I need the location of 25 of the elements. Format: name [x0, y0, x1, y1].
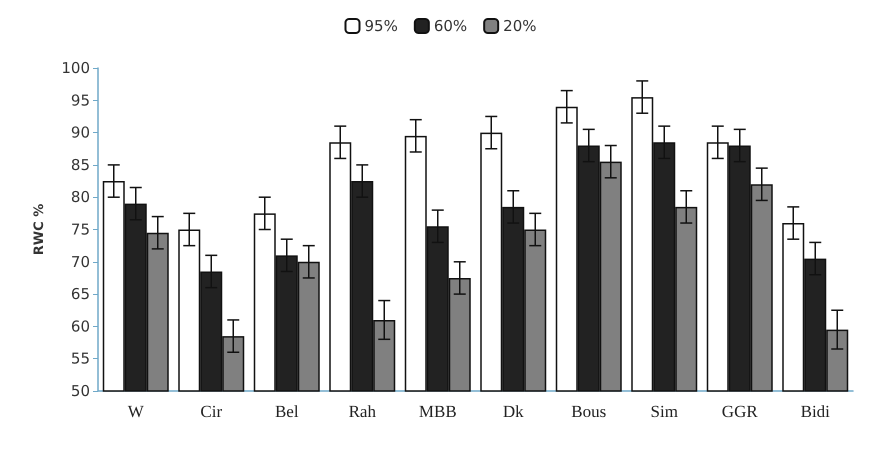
x-tick-label: Bous — [571, 402, 606, 421]
y-tick-label: 70 — [70, 252, 90, 271]
legend-label: 20% — [503, 17, 537, 35]
y-tick-label: 60 — [70, 317, 90, 336]
y-tick-label: 55 — [70, 350, 90, 368]
x-tick-label: Dk — [502, 402, 524, 421]
x-tick-label: Rah — [348, 402, 376, 421]
x-tick-label: W — [128, 402, 145, 421]
y-tick-label: 100 — [61, 59, 90, 77]
legend-label: 95% — [364, 17, 398, 35]
y-axis-title: RWC % — [32, 204, 47, 256]
y-tick-label: 85 — [70, 156, 90, 174]
y-tick-label: 50 — [70, 382, 90, 400]
x-tick-label: MBB — [418, 402, 457, 421]
y-tick-label: 80 — [70, 188, 90, 206]
x-tick-label: Bidi — [800, 402, 830, 421]
x-tick-label: Cir — [200, 402, 222, 421]
legend-label: 60% — [434, 17, 468, 35]
y-tick-label: 90 — [70, 124, 90, 142]
y-tick-label: 95 — [70, 91, 90, 110]
y-tick-label: 65 — [70, 285, 90, 304]
x-tick-label: GGR — [722, 402, 758, 421]
y-tick-label: 75 — [70, 220, 90, 238]
x-tick-label: Sim — [650, 402, 678, 421]
x-tick-label: Bel — [274, 402, 299, 421]
